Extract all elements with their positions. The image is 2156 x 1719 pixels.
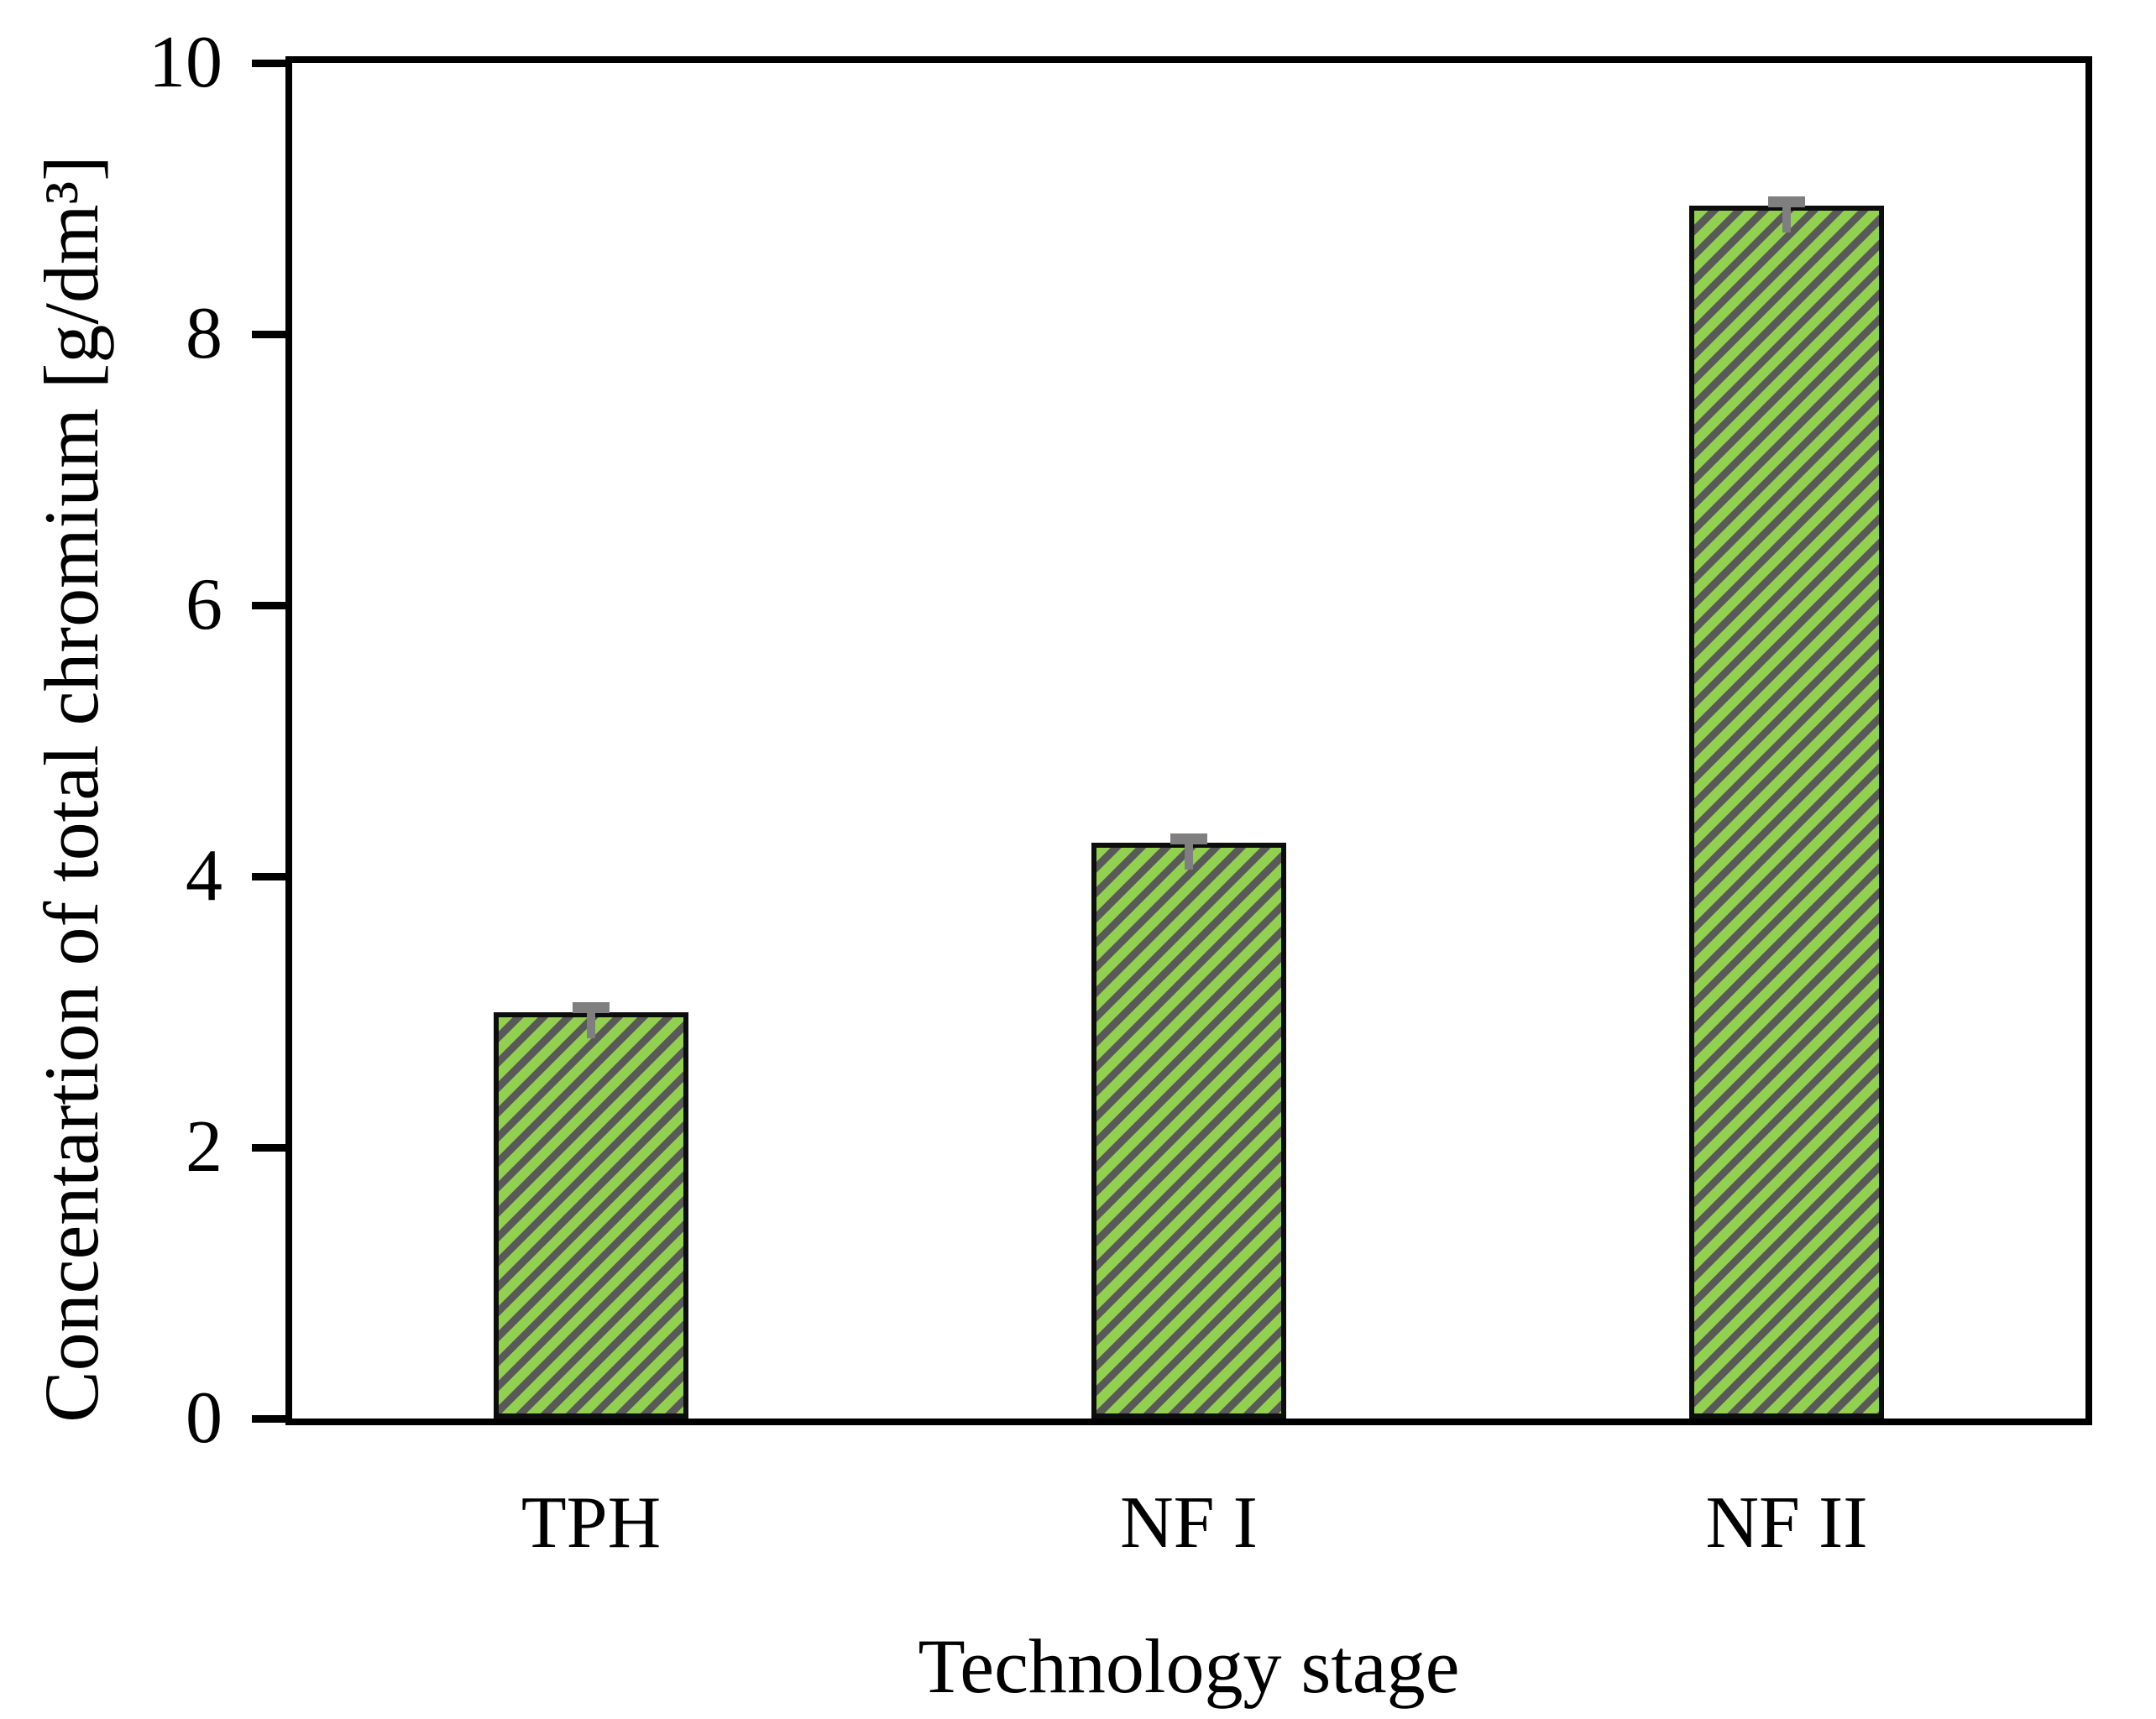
y-tick-label: 6 [186,564,222,645]
x-axis-category-labels: TPH NF I NF II [292,1483,2085,1567]
bar-tph [494,1011,688,1419]
y-tick-label: 8 [186,293,222,374]
x-axis-title: Technology stage [918,1623,1460,1709]
error-bar-cap [573,1002,610,1014]
y-tick-mark [252,873,285,880]
bar-nf-ii [1689,205,1884,1419]
error-bar-cap [1170,833,1207,844]
bar-nf-i [1091,842,1286,1419]
category-label-nf-i: NF I [1120,1482,1258,1564]
y-tick-mark [252,1415,285,1423]
y-tick-mark [252,331,285,338]
y-tick-mark [252,60,285,67]
category-label-nf-ii: NF II [1705,1482,1868,1564]
y-tick-mark [252,1144,285,1152]
error-bar-cap [1768,196,1805,207]
y-tick-label: 0 [186,1377,222,1459]
error-bar-stem [587,1011,595,1039]
error-bar-stem [1185,842,1193,870]
error-bar-stem [1782,205,1791,233]
y-tick-label: 4 [186,835,222,917]
plot-area [252,56,2092,1425]
category-label-tph: TPH [521,1482,662,1564]
y-tick-label: 2 [186,1106,222,1188]
y-axis-tick-labels: 0 2 4 6 8 10 [0,25,222,1456]
y-tick-mark [252,602,285,609]
y-tick-label: 10 [149,22,222,103]
